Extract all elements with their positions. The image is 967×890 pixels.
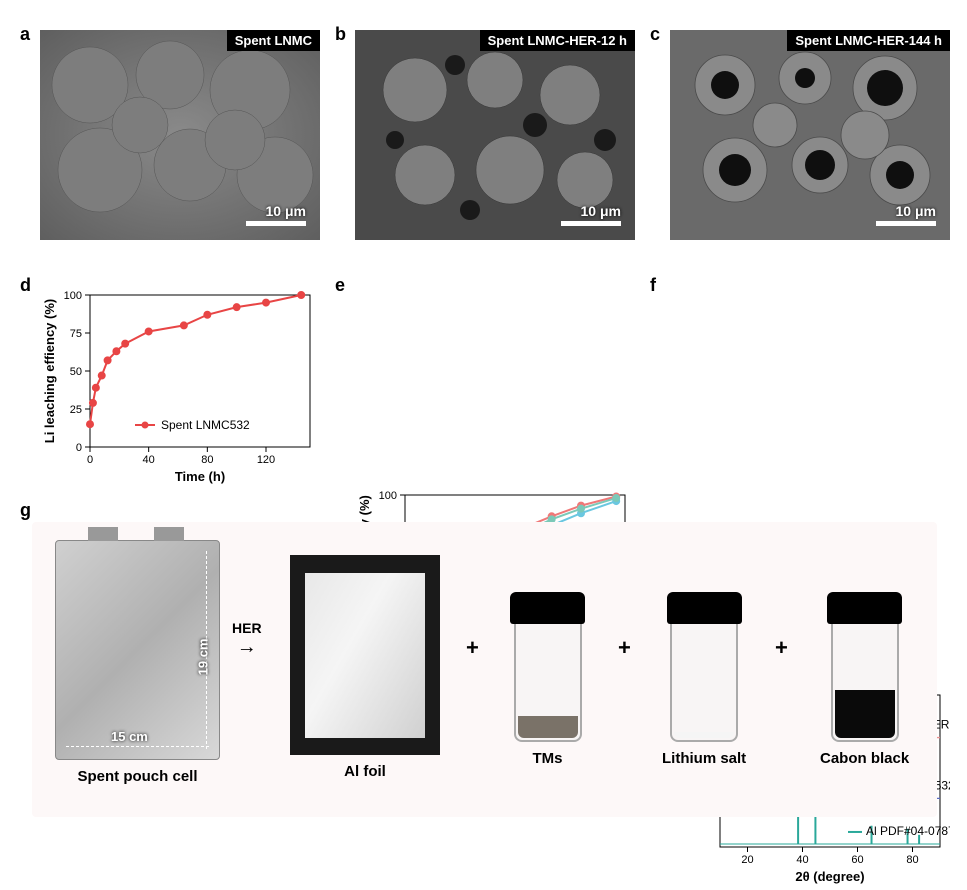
sem-image-a: Spent LNMC 10 μm [40,30,320,240]
plus-2: + [618,635,631,661]
al-foil-image [290,555,440,755]
carbon-vial-item: Cabon black [820,592,909,767]
pouch-height-label: 19 cm [196,639,211,676]
svg-text:75: 75 [70,328,82,340]
svg-text:Li leaching effiency (%): Li leaching effiency (%) [42,299,57,443]
panel-label-e: e [335,275,345,296]
pouch-cell-image: 15 cm 19 cm [55,540,220,760]
sem-panel-a: Spent LNMC 10 μm [40,30,320,240]
lithium-vial [667,592,742,742]
scale-bar-b: 10 μm [561,203,621,226]
plus-3: + [775,635,788,661]
svg-text:40: 40 [796,854,808,866]
svg-text:100: 100 [64,290,82,302]
al-foil-item: Al foil [290,555,440,780]
carbon-label: Cabon black [820,750,909,767]
lithium-vial-item: Lithium salt [662,592,746,767]
scale-bar-a: 10 μm [246,203,306,226]
tms-label: TMs [533,750,563,767]
panel-label-b: b [335,24,346,45]
svg-text:40: 40 [143,454,155,466]
svg-text:Spent LNMC532: Spent LNMC532 [161,418,250,432]
svg-text:Time (h): Time (h) [175,469,225,484]
al-foil-label: Al foil [344,763,386,780]
her-arrow: HER → [232,620,262,659]
svg-text:0: 0 [87,454,93,466]
sem-panel-b: Spent LNMC-HER-12 h 10 μm [355,30,635,240]
sem-image-b: Spent LNMC-HER-12 h 10 μm [355,30,635,240]
sem-banner-a: Spent LNMC [227,30,320,51]
svg-text:0: 0 [76,442,82,454]
panel-label-f: f [650,275,656,296]
sem-image-c: Spent LNMC-HER-144 h 10 μm [670,30,950,240]
panel-label-d: d [20,275,31,296]
pouch-cell-item: 15 cm 19 cm Spent pouch cell [55,540,220,785]
pouch-width-label: 15 cm [111,729,148,744]
svg-text:2θ (degree): 2θ (degree) [795,869,864,884]
svg-text:50: 50 [70,366,82,378]
panel-label-g: g [20,500,31,521]
plus-1: + [466,635,479,661]
tms-vial [510,592,585,742]
svg-text:25: 25 [70,404,82,416]
sem-banner-b: Spent LNMC-HER-12 h [480,30,635,51]
svg-text:Al PDF#04-0787: Al PDF#04-0787 [866,824,950,838]
carbon-vial [827,592,902,742]
tms-vial-item: TMs [510,592,585,767]
scale-bar-c: 10 μm [876,203,936,226]
lithium-label: Lithium salt [662,750,746,767]
panel-label-c: c [650,24,660,45]
sem-banner-c: Spent LNMC-HER-144 h [787,30,950,51]
sem-panel-c: Spent LNMC-HER-144 h 10 μm [670,30,950,240]
svg-text:80: 80 [201,454,213,466]
svg-text:60: 60 [851,854,863,866]
svg-text:80: 80 [906,854,918,866]
chart-d: 0 40 80 120 0 25 50 75 100 Time (h) Li leaching ef… [40,285,320,485]
pouch-label: Spent pouch cell [77,768,197,785]
svg-text:120: 120 [257,454,275,466]
svg-text:100: 100 [379,490,397,502]
panel-label-a: a [20,24,30,45]
svg-text:20: 20 [741,854,753,866]
